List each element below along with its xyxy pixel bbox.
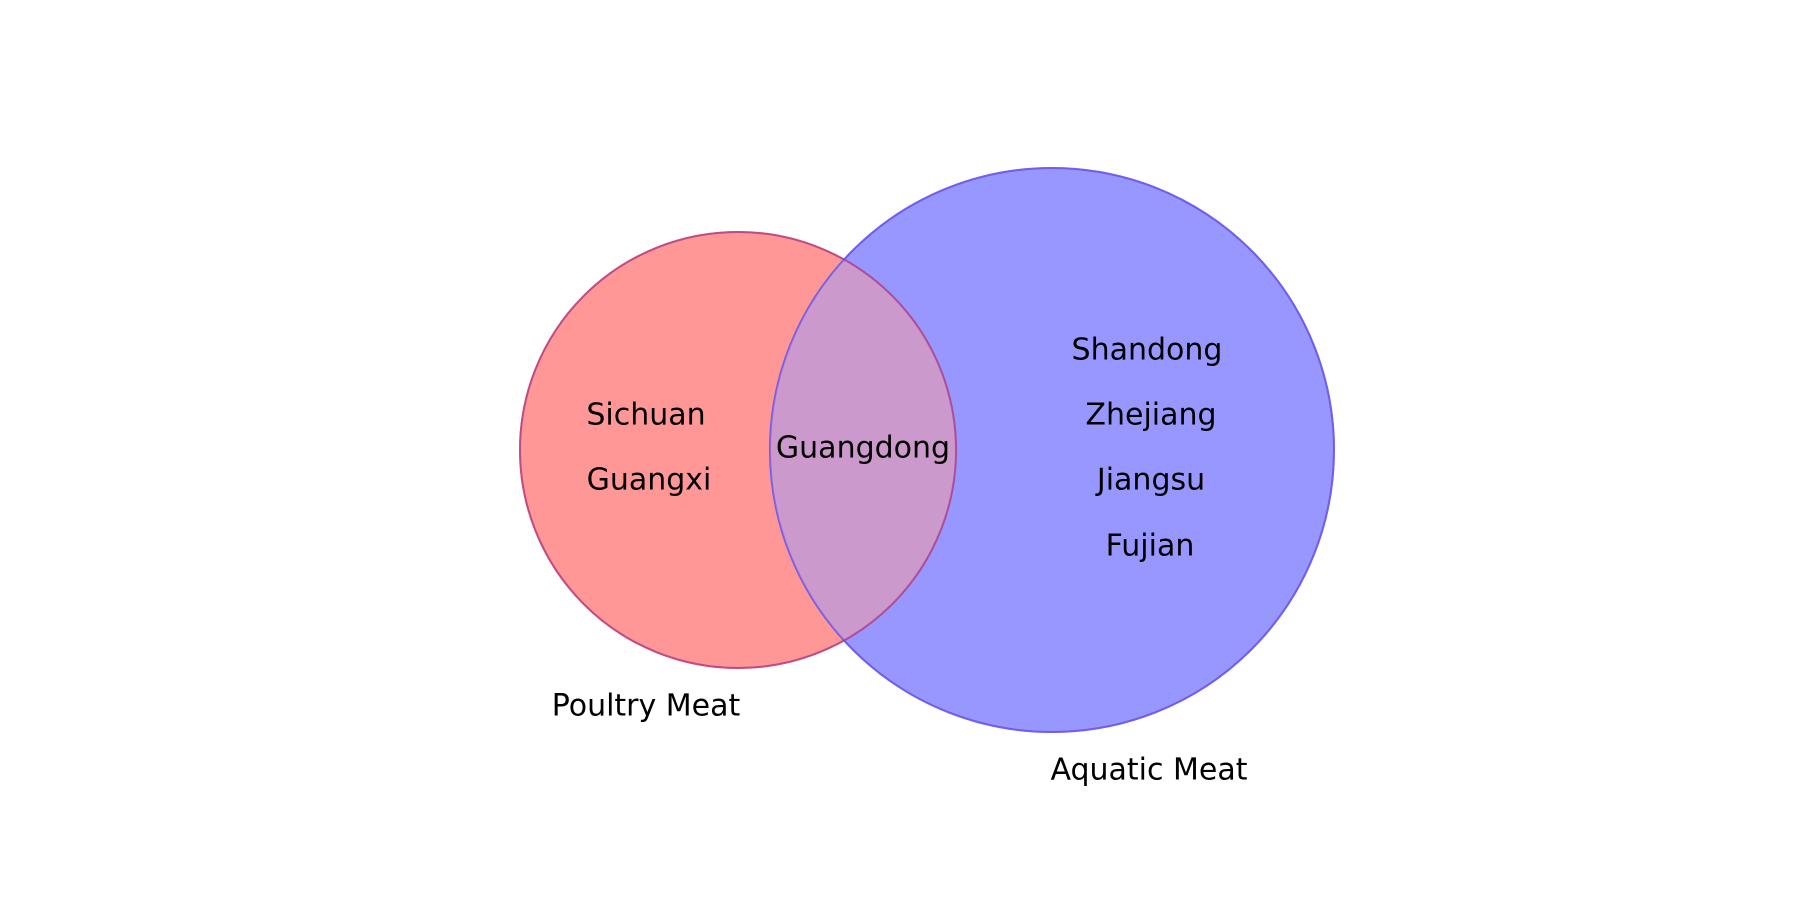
intersection-item: Guangdong — [776, 431, 950, 466]
aquatic-meat-outline — [769, 167, 1335, 733]
aquatic-only-item: Shandong — [1072, 333, 1223, 368]
poultry-only-item: Sichuan — [586, 398, 705, 433]
aquatic-only-item: Fujian — [1106, 529, 1195, 564]
poultry-meat-set-label: Poultry Meat — [552, 689, 741, 724]
aquatic-only-item: Zhejiang — [1085, 398, 1216, 433]
aquatic-meat-set-label: Aquatic Meat — [1050, 753, 1247, 788]
aquatic-only-item: Jiangsu — [1095, 463, 1205, 498]
poultry-meat-outline — [519, 231, 957, 669]
poultry-only-item: Guangxi — [587, 463, 712, 498]
